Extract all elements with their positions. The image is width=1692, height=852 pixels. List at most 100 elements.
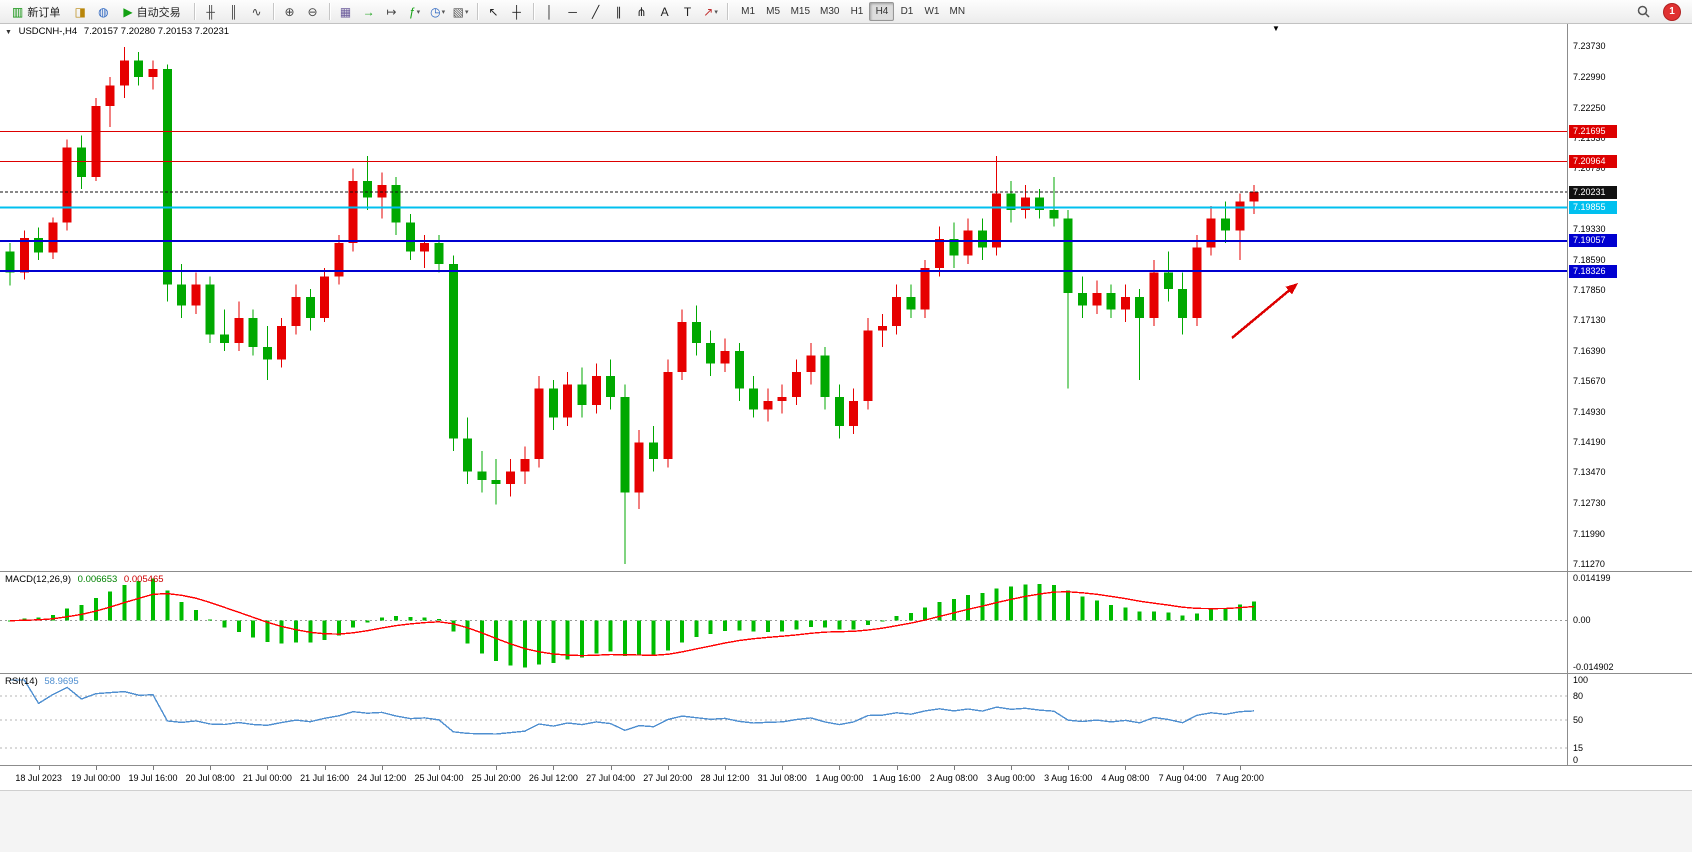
timeframe-d1[interactable]: D1 [900, 6, 914, 17]
time-axis-label: 21 Jul 16:00 [300, 773, 350, 783]
toolbar-separator [272, 3, 274, 20]
timeframe-mn[interactable]: MN [949, 6, 966, 17]
indicators-icon[interactable]: ƒ ▾ [404, 2, 426, 22]
candles [5, 46, 1259, 565]
trend-arrow[interactable] [1231, 283, 1298, 339]
time-axis-label: 21 Jul 00:00 [242, 773, 292, 783]
time-axis-tick [95, 766, 97, 770]
time-axis-label: 28 Jul 12:00 [700, 773, 750, 783]
time-axis-tick [1125, 766, 1127, 770]
periods-clock-icon[interactable]: ◷ ▾ [427, 2, 449, 22]
trendline-icon[interactable]: ╱ [585, 2, 607, 22]
toolbar-separator [193, 3, 195, 20]
time-axis-tick [896, 766, 898, 770]
arrows-icon[interactable]: ↗ ▾ [700, 2, 722, 22]
crosshair-icon[interactable]: ┼ [506, 2, 528, 22]
charts-icon[interactable]: ◨ [69, 2, 91, 22]
toolbar-separator [726, 3, 728, 20]
templates-icon-caret: ▾ [464, 8, 469, 16]
price-line-label: 7.20231 [1569, 185, 1617, 199]
mql5-community-icon[interactable]: ◍ [92, 2, 114, 22]
bar-chart-icon-glyph: ╫ [206, 4, 215, 19]
time-axis-label: 3 Aug 00:00 [986, 773, 1036, 783]
panel-separator[interactable] [0, 571, 1692, 572]
price-line-label: 7.20964 [1569, 155, 1617, 169]
timeframe-m30[interactable]: M30 [820, 6, 840, 17]
timeframe-h1[interactable]: H1 [850, 6, 864, 17]
time-axis-tick [324, 766, 326, 770]
price-axis[interactable]: 7.237307.229907.222507.215307.207907.193… [1567, 24, 1692, 766]
price-axis-label: 7.22250 [1573, 102, 1606, 113]
horizontal-lines[interactable] [0, 130, 1567, 273]
macd-label: MACD(12,26,9) [5, 574, 71, 585]
time-axis-tick [1239, 766, 1241, 770]
macd-chart[interactable] [0, 572, 1567, 674]
time-axis-tick [782, 766, 784, 770]
indicators-icon-glyph: ƒ [408, 4, 416, 19]
price-axis-label: 7.14190 [1573, 437, 1606, 448]
panel-separator[interactable] [0, 673, 1692, 674]
chart-shift-marker-icon[interactable]: ▼ [1272, 24, 1280, 33]
text-label-icon-glyph: T [683, 4, 692, 19]
cursor-icon[interactable]: ↖ [483, 2, 505, 22]
time-axis-label: 4 Aug 08:00 [1101, 773, 1150, 783]
auto-scroll-icon[interactable]: → [358, 2, 380, 22]
text-label-icon[interactable]: T [677, 2, 699, 22]
candlestick-chart-icon[interactable]: ║ [223, 2, 245, 22]
bar-chart-icon[interactable]: ╫ [200, 2, 222, 22]
rsi-chart[interactable] [0, 674, 1567, 766]
timeframe-w1[interactable]: W1 [924, 6, 940, 17]
toolbar-separator [328, 3, 330, 20]
charts-icon-glyph: ◨ [74, 4, 87, 19]
time-axis-label: 19 Jul 00:00 [71, 773, 121, 783]
toolbar-separator [476, 3, 478, 20]
time-axis-tick [1011, 766, 1012, 770]
timeframe-h4[interactable]: H4 [869, 2, 895, 21]
equidistant-channel-icon[interactable]: ∥ [608, 2, 630, 22]
fibonacci-icon[interactable]: ⋔ [631, 2, 653, 22]
templates-icon[interactable]: ▧ ▾ [450, 2, 472, 22]
timeframe-m5[interactable]: M5 [766, 6, 781, 17]
time-axis[interactable]: 18 Jul 2023 19 Jul 00:00 19 Jul 16:00 20 Ju… [0, 766, 1567, 790]
timeframe-m1[interactable]: M1 [741, 6, 756, 17]
chart-shift-icon[interactable]: ↦ [381, 2, 403, 22]
vertical-line-icon[interactable]: │ [539, 2, 561, 22]
notification-badge[interactable]: 1 [1664, 3, 1680, 20]
macd-signal-value: 0.005465 [123, 574, 164, 585]
arrows-icon-glyph: ↗ [703, 4, 714, 19]
price-line-label: 7.18326 [1569, 264, 1617, 278]
macd-histogram [8, 578, 1257, 668]
text-icon[interactable]: A [654, 2, 676, 22]
time-axis-tick [38, 766, 40, 770]
line-chart-icon[interactable]: ∿ [246, 2, 268, 22]
time-axis-tick [667, 766, 669, 770]
time-axis-label: 1 Aug 16:00 [872, 773, 921, 783]
time-axis-tick [496, 766, 498, 770]
toolbar-separator [532, 3, 534, 20]
horizontal-line-icon[interactable]: ─ [562, 2, 584, 22]
time-axis-label: 18 Jul 2023 [15, 773, 62, 783]
time-axis-label: 7 Aug 20:00 [1215, 773, 1264, 783]
new-order-button[interactable]: ▥ 新订单 [4, 2, 68, 22]
cursor-icon-glyph: ↖ [488, 4, 499, 19]
crosshair-icon-glyph: ┼ [512, 4, 521, 19]
price-axis-label: 7.22990 [1573, 72, 1606, 83]
new-order-button-label: 新订单 [27, 6, 61, 19]
time-axis-tick [439, 766, 440, 770]
tile-windows-icon[interactable]: ▦ [335, 2, 357, 22]
templates-icon-glyph: ▧ [452, 4, 464, 19]
zoom-in-icon[interactable]: ⊕ [279, 2, 301, 22]
main-chart[interactable] [0, 24, 1567, 572]
timeframe-m15[interactable]: M15 [790, 6, 811, 17]
time-axis-label: 7 Aug 04:00 [1158, 773, 1207, 783]
line-chart-icon-glyph: ∿ [251, 4, 262, 19]
zoom-out-icon[interactable]: ⊖ [302, 2, 324, 22]
search-icon[interactable] [1632, 2, 1654, 22]
oneclick-trading-toggle-icon[interactable]: ▼ [5, 29, 12, 36]
autotrade-button[interactable]: ▶ 自动交易 [115, 2, 188, 22]
time-axis-label: 27 Jul 04:00 [586, 773, 636, 783]
price-line-label: 7.21695 [1569, 124, 1617, 138]
timeframe-toolbar: M1 M5 M15 M30 H1 H4 D1 W1 MN [736, 2, 970, 21]
horizontal-line-icon-glyph: ─ [568, 4, 577, 19]
